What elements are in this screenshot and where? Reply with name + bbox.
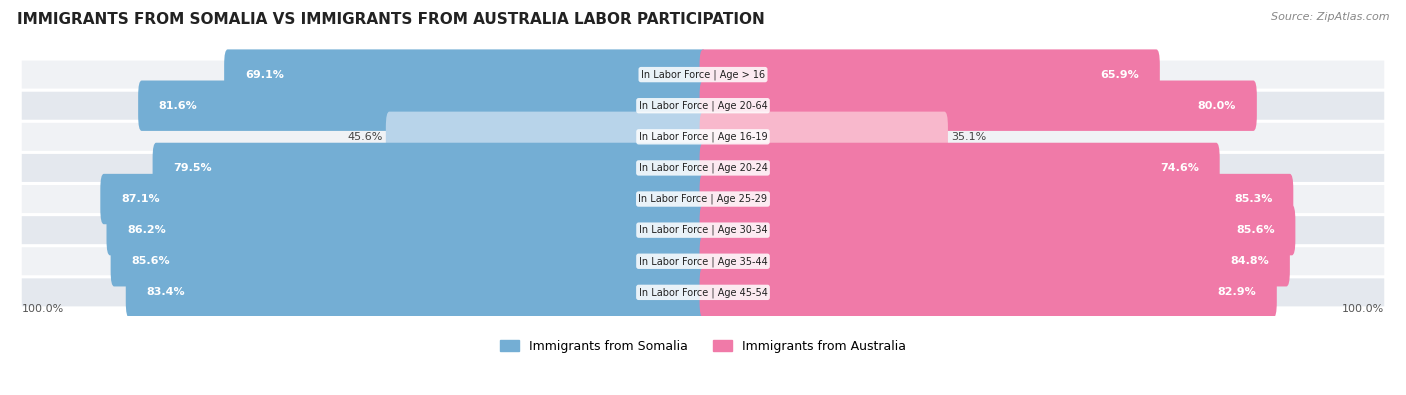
- Text: 100.0%: 100.0%: [1341, 303, 1384, 314]
- FancyBboxPatch shape: [700, 49, 1160, 100]
- Text: In Labor Force | Age 45-54: In Labor Force | Age 45-54: [638, 287, 768, 297]
- FancyBboxPatch shape: [700, 81, 1257, 131]
- Text: 45.6%: 45.6%: [347, 132, 382, 142]
- Text: 85.6%: 85.6%: [131, 256, 170, 266]
- Text: Source: ZipAtlas.com: Source: ZipAtlas.com: [1271, 12, 1389, 22]
- FancyBboxPatch shape: [21, 154, 1385, 182]
- Text: In Labor Force | Age > 16: In Labor Force | Age > 16: [641, 70, 765, 80]
- FancyBboxPatch shape: [21, 92, 1385, 120]
- Text: 100.0%: 100.0%: [22, 303, 65, 314]
- Text: In Labor Force | Age 20-24: In Labor Force | Age 20-24: [638, 163, 768, 173]
- FancyBboxPatch shape: [21, 278, 1385, 307]
- FancyBboxPatch shape: [224, 49, 706, 100]
- Text: 86.2%: 86.2%: [127, 225, 166, 235]
- Text: 74.6%: 74.6%: [1160, 163, 1199, 173]
- Text: 69.1%: 69.1%: [245, 70, 284, 80]
- FancyBboxPatch shape: [21, 216, 1385, 244]
- Text: 35.1%: 35.1%: [952, 132, 987, 142]
- Text: In Labor Force | Age 35-44: In Labor Force | Age 35-44: [638, 256, 768, 267]
- FancyBboxPatch shape: [21, 185, 1385, 213]
- Text: 87.1%: 87.1%: [121, 194, 159, 204]
- Text: In Labor Force | Age 25-29: In Labor Force | Age 25-29: [638, 194, 768, 204]
- Text: 80.0%: 80.0%: [1198, 101, 1236, 111]
- FancyBboxPatch shape: [700, 236, 1289, 286]
- Text: 83.4%: 83.4%: [146, 288, 186, 297]
- FancyBboxPatch shape: [700, 143, 1219, 193]
- FancyBboxPatch shape: [100, 174, 706, 224]
- Text: In Labor Force | Age 30-34: In Labor Force | Age 30-34: [638, 225, 768, 235]
- FancyBboxPatch shape: [700, 174, 1294, 224]
- Text: In Labor Force | Age 20-64: In Labor Force | Age 20-64: [638, 100, 768, 111]
- Text: 85.3%: 85.3%: [1234, 194, 1272, 204]
- FancyBboxPatch shape: [153, 143, 706, 193]
- FancyBboxPatch shape: [700, 205, 1295, 255]
- Text: 85.6%: 85.6%: [1236, 225, 1275, 235]
- Legend: Immigrants from Somalia, Immigrants from Australia: Immigrants from Somalia, Immigrants from…: [495, 335, 911, 358]
- FancyBboxPatch shape: [700, 267, 1277, 318]
- Text: 84.8%: 84.8%: [1230, 256, 1270, 266]
- Text: 65.9%: 65.9%: [1101, 70, 1139, 80]
- Text: 82.9%: 82.9%: [1218, 288, 1256, 297]
- FancyBboxPatch shape: [111, 236, 706, 286]
- FancyBboxPatch shape: [125, 267, 706, 318]
- Text: 79.5%: 79.5%: [173, 163, 212, 173]
- FancyBboxPatch shape: [21, 247, 1385, 275]
- FancyBboxPatch shape: [107, 205, 706, 255]
- FancyBboxPatch shape: [138, 81, 706, 131]
- Text: IMMIGRANTS FROM SOMALIA VS IMMIGRANTS FROM AUSTRALIA LABOR PARTICIPATION: IMMIGRANTS FROM SOMALIA VS IMMIGRANTS FR…: [17, 12, 765, 27]
- Text: In Labor Force | Age 16-19: In Labor Force | Age 16-19: [638, 132, 768, 142]
- FancyBboxPatch shape: [385, 112, 706, 162]
- FancyBboxPatch shape: [700, 112, 948, 162]
- FancyBboxPatch shape: [21, 60, 1385, 88]
- Text: 81.6%: 81.6%: [159, 101, 197, 111]
- FancyBboxPatch shape: [21, 123, 1385, 151]
